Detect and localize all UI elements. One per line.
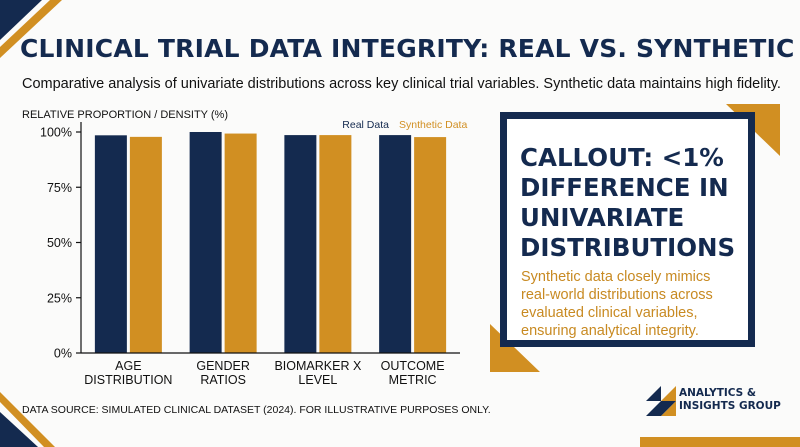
bar-synthetic xyxy=(224,133,257,353)
callout-title-line: CALLOUT: <1% xyxy=(520,143,724,172)
y-tick-label: 50% xyxy=(47,236,72,250)
callout-title: CALLOUT: <1% DIFFERENCE IN UNIVARIATE DI… xyxy=(520,143,750,263)
callout-title-line: DIFFERENCE IN xyxy=(520,173,729,202)
bar-synthetic xyxy=(319,135,352,353)
y-tick-label: 25% xyxy=(47,291,72,305)
bar-synthetic xyxy=(414,137,447,353)
callout-title-line: DISTRIBUTIONS xyxy=(520,233,736,262)
chart-legend: Real Data Synthetic Data xyxy=(342,119,467,131)
y-tick-label: 75% xyxy=(47,181,72,195)
bar-synthetic xyxy=(129,136,162,353)
bar-real xyxy=(189,132,222,353)
x-tick-label: OUTCOME xyxy=(381,359,445,373)
bar-real xyxy=(94,135,127,353)
x-tick-label: GENDER xyxy=(196,359,249,373)
bar-real xyxy=(379,135,412,353)
logo-text: ANALYTICS & INSIGHTS GROUP xyxy=(679,387,781,413)
x-tick-label: DISTRIBUTION xyxy=(84,373,172,387)
y-tick-label: 0% xyxy=(54,347,72,361)
logo-icon xyxy=(646,386,676,416)
y-tick-label: 100% xyxy=(40,126,72,140)
bar-real xyxy=(284,135,317,353)
page-title: CLINICAL TRIAL DATA INTEGRITY: REAL VS. … xyxy=(20,34,795,63)
logo-line: INSIGHTS GROUP xyxy=(679,400,781,412)
logo-line: ANALYTICS & xyxy=(679,387,757,399)
y-axis-ticks: 0% 25% 50% 75% 100% xyxy=(40,126,81,361)
x-tick-label: AGE xyxy=(115,359,141,373)
legend-item-real: Real Data xyxy=(342,119,389,131)
data-source-note: DATA SOURCE: SIMULATED CLINICAL DATASET … xyxy=(22,404,491,416)
legend-item-synthetic: Synthetic Data xyxy=(399,119,467,131)
callout-body-line: real-world distributions across xyxy=(521,287,713,303)
x-tick-label: RATIOS xyxy=(200,373,246,387)
callout-body: Synthetic data closely mimics real-world… xyxy=(521,268,745,340)
callout-title-line: UNIVARIATE xyxy=(520,203,685,232)
x-tick-label: LEVEL xyxy=(298,373,337,387)
callout-body-line: Synthetic data closely mimics xyxy=(521,269,711,285)
callout-body-line: evaluated clinical variables, xyxy=(521,305,698,321)
y-axis-label: RELATIVE PROPORTION / DENSITY (%) xyxy=(22,109,228,121)
x-tick-label: BIOMARKER X xyxy=(274,359,361,373)
callout-body-line: ensuring analytical integrity. xyxy=(521,323,699,339)
bar-chart: RELATIVE PROPORTION / DENSITY (%) Real D… xyxy=(22,109,467,387)
page-subtitle: Comparative analysis of univariate distr… xyxy=(22,76,781,92)
callout-box xyxy=(500,112,755,347)
x-tick-label: METRIC xyxy=(389,373,437,387)
bar-series xyxy=(94,132,447,353)
